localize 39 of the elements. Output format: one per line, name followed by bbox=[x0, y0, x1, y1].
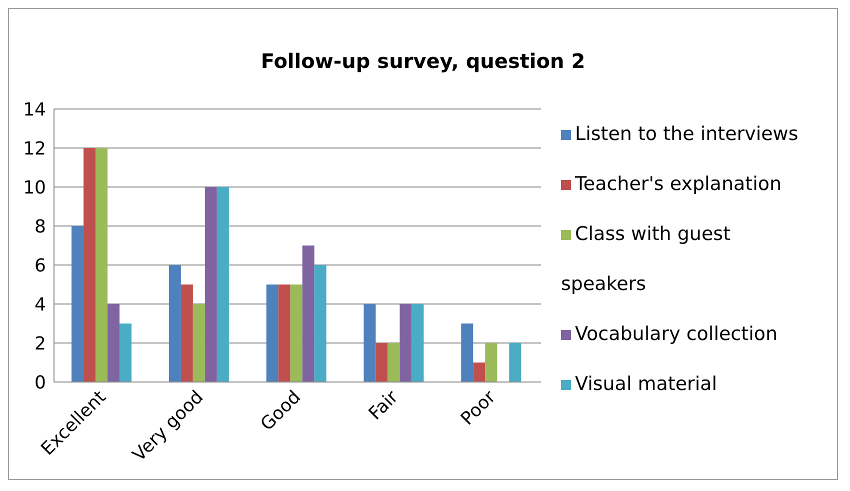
bar bbox=[412, 304, 424, 382]
legend-label: Visual material bbox=[575, 373, 718, 395]
legend-label: Vocabulary collection bbox=[575, 323, 778, 345]
bar bbox=[108, 304, 120, 382]
bar bbox=[120, 324, 132, 382]
bar bbox=[461, 324, 474, 382]
bar bbox=[266, 284, 278, 382]
y-tick-label: 10 bbox=[23, 177, 46, 198]
bar bbox=[278, 284, 290, 382]
y-tick-label: 12 bbox=[23, 138, 46, 160]
bar bbox=[376, 343, 388, 382]
bar bbox=[509, 343, 522, 382]
bar bbox=[302, 246, 314, 382]
y-tick-label: 14 bbox=[23, 99, 46, 120]
y-tick-label: 0 bbox=[34, 372, 46, 394]
bar bbox=[485, 343, 498, 382]
bar bbox=[72, 226, 84, 382]
bar bbox=[364, 304, 376, 382]
bar bbox=[96, 148, 108, 382]
bar bbox=[204, 187, 217, 382]
bar bbox=[168, 265, 181, 382]
y-tick-label: 6 bbox=[34, 255, 46, 276]
chart-title: Follow-up survey, question 2 bbox=[260, 48, 586, 73]
bar bbox=[314, 265, 326, 382]
bar bbox=[400, 304, 412, 382]
y-tick-label: 4 bbox=[34, 294, 46, 316]
bar bbox=[216, 187, 229, 382]
y-tick-label: 2 bbox=[34, 333, 46, 354]
bar bbox=[388, 343, 400, 382]
text: Class with guest speakers bbox=[561, 223, 731, 295]
bar bbox=[473, 362, 486, 382]
bar bbox=[290, 284, 302, 382]
bar bbox=[180, 284, 193, 382]
legend-label: Teacher's explanation bbox=[575, 173, 782, 195]
y-tick-label: 8 bbox=[34, 216, 46, 238]
x-tick-label: Fair bbox=[364, 386, 403, 424]
legend-label: Listen to the interviews bbox=[575, 123, 798, 145]
bar bbox=[84, 148, 96, 382]
bar bbox=[192, 304, 205, 382]
